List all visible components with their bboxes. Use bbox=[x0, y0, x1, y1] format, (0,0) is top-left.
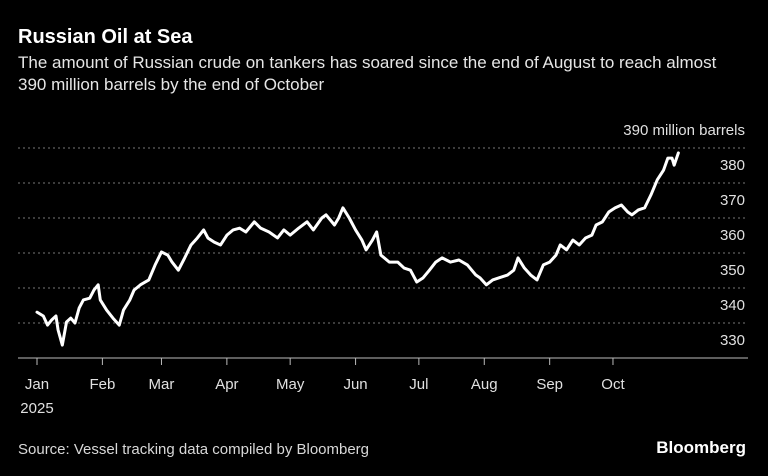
x-tick-label: Sep bbox=[536, 376, 563, 393]
x-tick-label: Oct bbox=[601, 376, 625, 393]
x-tick-label: Mar bbox=[149, 376, 175, 393]
x-tick-label: Apr bbox=[215, 376, 238, 393]
y-tick-label: 390 million barrels bbox=[623, 122, 745, 139]
x-tick-label: Jan bbox=[25, 376, 49, 393]
x-tick-label: Jun bbox=[343, 376, 367, 393]
y-tick-label: 350 bbox=[720, 262, 745, 279]
chart-subtitle: The amount of Russian crude on tankers h… bbox=[18, 53, 717, 94]
y-tick-label: 340 bbox=[720, 297, 745, 314]
data-line bbox=[35, 151, 680, 347]
brand-logo: Bloomberg bbox=[656, 438, 746, 457]
y-tick-label: 360 bbox=[720, 227, 745, 244]
x-tick-label: Aug bbox=[471, 376, 498, 393]
source-note: Source: Vessel tracking data compiled by… bbox=[18, 441, 370, 458]
x-axis-year: 2025 bbox=[20, 400, 53, 417]
y-tick-label: 380 bbox=[720, 157, 745, 174]
y-tick-label: 370 bbox=[720, 192, 745, 209]
chart-title: Russian Oil at Sea bbox=[18, 26, 193, 48]
x-tick-label: Jul bbox=[409, 376, 428, 393]
y-tick-label: 330 bbox=[720, 332, 745, 349]
x-tick-label: May bbox=[276, 376, 305, 393]
x-tick-label: Feb bbox=[89, 376, 115, 393]
